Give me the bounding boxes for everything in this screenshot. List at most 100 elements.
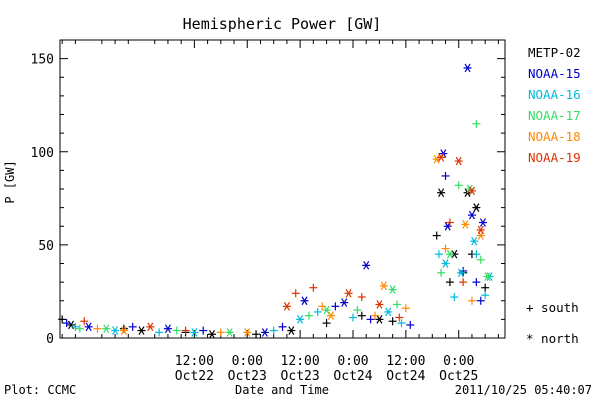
south-point: [309, 283, 318, 292]
north-point: [340, 298, 349, 307]
legend-entry: NOAA-16: [528, 87, 581, 102]
legend-north: * north: [526, 331, 579, 346]
y-axis-label: P [GW]: [3, 160, 17, 203]
south-point: [441, 244, 450, 253]
south-point: [62, 319, 71, 328]
south-point: [80, 317, 89, 326]
x-tick-label-date: Oct22: [175, 369, 214, 384]
north-point: [260, 328, 269, 337]
south-point: [401, 304, 410, 313]
south-point: [445, 218, 454, 227]
south-point: [445, 278, 454, 287]
x-tick-label-time: 0:00: [232, 354, 263, 369]
north-point: [388, 285, 397, 294]
south-point: [155, 328, 164, 337]
south-point: [331, 302, 340, 311]
south-point: [472, 119, 481, 128]
north-point: [190, 328, 199, 337]
series-noaa-17: [75, 119, 492, 337]
south-point: [481, 291, 490, 300]
south-point: [432, 231, 441, 240]
plot-credit: Plot: CCMC: [4, 383, 76, 397]
north-point: [375, 315, 384, 324]
y-tick-label: 50: [38, 239, 54, 254]
north-point: [456, 268, 465, 278]
series-noaa-15: [62, 63, 487, 337]
y-tick-label: 150: [31, 53, 54, 68]
south-point: [437, 268, 446, 277]
north-point: [375, 300, 384, 309]
south-point: [322, 319, 331, 328]
series-metp-02: [58, 188, 490, 339]
north-point: [287, 326, 296, 335]
north-point: [296, 315, 305, 324]
south-point: [371, 311, 380, 320]
south-point: [71, 322, 80, 331]
north-point: [102, 324, 111, 334]
south-point: [216, 328, 225, 337]
south-point: [75, 324, 84, 333]
south-point: [128, 322, 137, 331]
south-point: [441, 171, 450, 180]
south-point: [450, 293, 459, 302]
north-point: [84, 322, 93, 332]
y-tick-label: 100: [31, 146, 54, 161]
south-point: [472, 278, 481, 287]
north-point: [379, 281, 388, 291]
north-point: [463, 63, 472, 73]
north-point: [384, 307, 393, 317]
series-noaa-19: [80, 153, 485, 335]
south-point: [58, 315, 67, 324]
data-points: [58, 63, 494, 339]
south-point: [366, 315, 375, 324]
north-point: [137, 326, 146, 335]
north-point: [344, 288, 353, 298]
north-point: [300, 296, 309, 306]
south-point: [467, 296, 476, 305]
north-point: [243, 328, 252, 337]
south-point: [472, 250, 481, 259]
x-tick-label-date: Oct24: [386, 369, 425, 384]
north-point: [445, 249, 454, 259]
x-tick-label-time: 12:00: [281, 354, 320, 369]
south-point: [304, 311, 313, 320]
x-tick-label-time: 0:00: [443, 354, 474, 369]
north-point: [163, 324, 172, 334]
south-point: [476, 296, 485, 305]
south-point: [278, 322, 287, 331]
x-tick-label-date: Oct24: [333, 369, 372, 384]
south-point: [93, 324, 102, 333]
south-point: [318, 302, 327, 311]
north-point: [225, 328, 234, 337]
south-point: [348, 313, 357, 322]
x-tick-label-date: Oct25: [439, 369, 478, 384]
south-point: [397, 319, 406, 328]
plot-timestamp: 2011/10/25 05:40:07: [455, 383, 592, 397]
north-point: [476, 225, 485, 235]
south-point: [395, 313, 404, 322]
north-point: [461, 220, 470, 229]
x-tick-label-date: Oct23: [281, 369, 320, 384]
south-point: [454, 181, 463, 190]
north-point: [67, 320, 76, 330]
south-point: [476, 255, 485, 264]
north-point: [119, 326, 128, 335]
north-point: [362, 261, 371, 270]
north-point: [326, 311, 335, 320]
x-tick-label-time: 12:00: [386, 354, 425, 369]
south-point: [434, 250, 443, 259]
south-point: [269, 326, 278, 335]
south-point: [313, 307, 322, 316]
south-point: [353, 306, 362, 315]
north-point: [146, 322, 155, 332]
north-point: [282, 302, 291, 311]
south-point: [357, 293, 366, 302]
south-point: [252, 330, 261, 339]
chart-title: Hemispheric Power [GW]: [183, 15, 382, 33]
north-point: [476, 231, 485, 240]
legend-entry: NOAA-15: [528, 66, 581, 81]
x-tick-label-time: 12:00: [175, 354, 214, 369]
south-point: [393, 300, 402, 309]
north-point: [467, 186, 476, 196]
x-tick-label-time: 0:00: [337, 354, 368, 369]
